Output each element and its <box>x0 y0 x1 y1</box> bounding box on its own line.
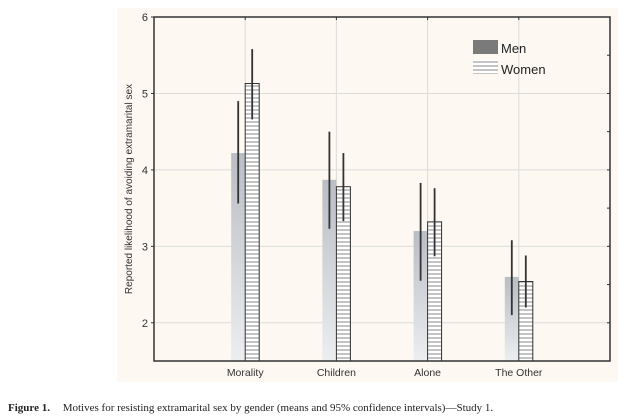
figure-number: Figure 1. <box>8 402 50 414</box>
x-tick-label: Morality <box>227 367 265 379</box>
figure-caption: Figure 1. Motives for resisting extramar… <box>8 402 493 414</box>
error-bars <box>237 49 527 316</box>
legend-swatch-men <box>473 40 498 54</box>
y-tick-label: 5 <box>142 88 148 100</box>
x-tick-label: The Other <box>495 367 543 379</box>
tick-labels: 2 3 4 5 6 Morality Children Alone The Other <box>142 12 543 379</box>
y-axis-label: Reported likelihood of avoiding extramar… <box>124 84 135 294</box>
plot-frame <box>153 16 611 362</box>
chart-background <box>117 8 618 382</box>
bars <box>231 83 534 362</box>
bar-chart: 2 3 4 5 6 Morality Children Alone The Other Repo… <box>124 12 611 379</box>
bar-men <box>504 276 519 361</box>
y-tick-label: 6 <box>142 12 148 24</box>
x-tick-label: Alone <box>414 367 441 379</box>
y-tick-label: 3 <box>142 241 148 253</box>
axis-ticks <box>151 16 610 324</box>
bar-men <box>322 179 337 361</box>
bar-men <box>413 231 428 361</box>
legend-swatch-women <box>473 60 498 74</box>
y-tick-label: 4 <box>142 165 148 177</box>
legend: Men Women <box>473 40 546 77</box>
bar-women <box>244 83 260 362</box>
y-tick-label: 2 <box>142 318 148 330</box>
bar-men <box>231 153 246 361</box>
legend-label-men: Men <box>501 41 526 56</box>
x-tick-label: Children <box>317 367 356 379</box>
legend-label-women: Women <box>501 62 546 77</box>
caption-text: Motives for resisting extramarital sex b… <box>62 402 494 414</box>
